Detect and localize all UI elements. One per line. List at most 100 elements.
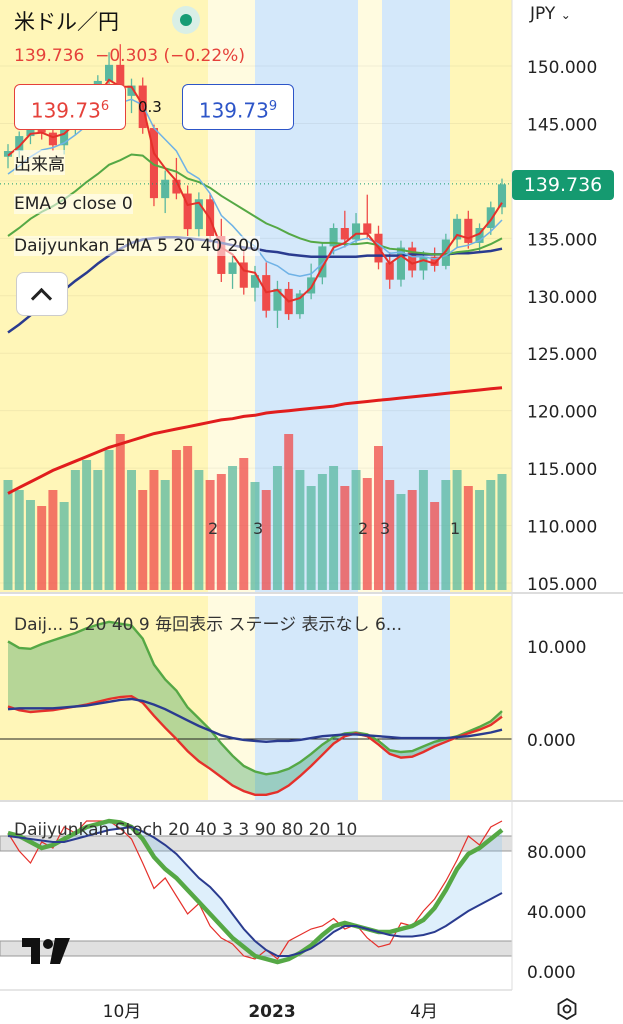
ema-label[interactable]: EMA 9 close 0 (14, 194, 133, 214)
x-tick-label: 2023 (248, 1002, 295, 1022)
volume-bar (317, 474, 327, 590)
volume-bar (228, 466, 238, 590)
volume-bar (25, 500, 35, 590)
volume-bar (351, 470, 361, 590)
y-tick-label: 125.000 (527, 345, 597, 365)
candle (228, 262, 237, 274)
volume-marker: 1 (450, 519, 460, 538)
volume-bar (295, 470, 305, 590)
ema-long-line (7, 153, 503, 256)
candle (3, 151, 13, 157)
volume-bar (82, 460, 92, 590)
y-tick-label: 120.000 (527, 403, 597, 423)
sell-button[interactable]: 139.736 (14, 84, 126, 130)
y-tick-label: 145.000 (527, 115, 597, 135)
volume-bar (127, 470, 136, 590)
oscillator-label[interactable]: Daij... 5 20 40 9 毎回表示 ステージ 表示なし 6... (14, 615, 402, 635)
volume-bar (205, 480, 215, 590)
currency-selector[interactable]: JPY ⌄ (530, 4, 571, 24)
stage-band (450, 596, 512, 800)
stoch-panel (0, 818, 513, 965)
volume-bar (138, 490, 148, 590)
volume-bar (486, 480, 496, 590)
candle (194, 199, 203, 230)
candle (430, 256, 439, 266)
stage-band (208, 596, 255, 800)
candle (475, 227, 484, 243)
stage-band (255, 596, 358, 800)
candle (250, 275, 260, 288)
candle (307, 277, 316, 294)
y-tick-label: 150.000 (527, 58, 597, 78)
candle (419, 256, 428, 271)
oscillator-signal-line (7, 697, 503, 744)
stage-band (0, 596, 208, 800)
symbol-title: 米ドル／円 (14, 10, 119, 34)
y-tick-label: 0.000 (527, 731, 576, 751)
volume-bar (374, 446, 383, 590)
candle (116, 64, 125, 96)
collapse-legend-button[interactable] (16, 272, 68, 316)
volume-bar (306, 486, 316, 590)
volume-bar (160, 480, 170, 590)
volume-marker: 3 (380, 519, 390, 538)
candle (295, 293, 304, 315)
volume-bar (261, 490, 271, 590)
candle (105, 64, 114, 81)
dj-ema-label[interactable]: Daijyunkan EMA 5 20 40 200 (14, 236, 260, 256)
candle (273, 288, 282, 311)
volume-bar (362, 478, 372, 590)
volume-bar (418, 470, 428, 590)
x-tick-label: 10月 (103, 1002, 142, 1022)
tradingview-logo-icon (22, 938, 70, 964)
buy-button[interactable]: 139.739 (182, 84, 294, 130)
y-tick-label: 130.000 (527, 288, 597, 308)
volume-bar (183, 446, 193, 590)
volume-bar (70, 470, 80, 590)
volume-bar (194, 470, 204, 590)
stage-band (358, 596, 382, 800)
candle (385, 262, 394, 280)
stoch-label[interactable]: Daijyunkan Stoch 20 40 3 3 90 80 20 10 (14, 820, 358, 840)
candle (408, 247, 417, 271)
candle (172, 179, 181, 194)
y-tick-label: 105.000 (527, 575, 597, 595)
volume-bar (104, 450, 114, 590)
candle (48, 132, 57, 146)
candle (239, 262, 248, 288)
volume-bar (407, 490, 417, 590)
volume-marker: 2 (358, 519, 368, 538)
candle (441, 239, 450, 266)
candle (161, 179, 170, 199)
y-tick-label: 110.000 (527, 518, 597, 538)
volume-bar (171, 450, 181, 590)
chevron-down-icon: ⌄ (560, 8, 571, 22)
oscillator-long-line (7, 620, 503, 776)
volume-bar (149, 470, 159, 590)
current-price-tag: 139.736 (512, 170, 614, 200)
volume-bar (396, 494, 406, 590)
candle (464, 218, 473, 243)
candle (183, 193, 192, 230)
volume-bar (115, 434, 125, 590)
x-tick-label: 4月 (410, 1002, 438, 1022)
candle (497, 184, 507, 208)
settings-icon[interactable] (556, 998, 578, 1020)
stoch-k-line (7, 820, 503, 960)
market-open-icon (172, 6, 200, 34)
sma-200-line (7, 386, 503, 495)
volume-bar (250, 482, 260, 590)
volume-bar (452, 470, 462, 590)
candle (149, 128, 158, 199)
volume-bar (329, 466, 339, 590)
volume-bar (385, 480, 395, 590)
oscillator-short-line (7, 694, 503, 796)
candle (352, 223, 361, 240)
volume-bar (284, 434, 294, 590)
y-tick-label: 0.000 (527, 963, 576, 983)
volume-bar (93, 470, 103, 590)
volume-bar (272, 466, 282, 590)
candle (396, 247, 405, 280)
candle (329, 227, 338, 247)
